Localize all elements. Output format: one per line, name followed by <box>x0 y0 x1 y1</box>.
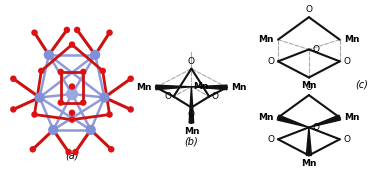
Circle shape <box>69 41 75 48</box>
Text: Mn: Mn <box>345 113 360 122</box>
Circle shape <box>64 27 70 33</box>
Text: O: O <box>344 135 351 144</box>
Circle shape <box>44 50 54 60</box>
Circle shape <box>86 125 96 135</box>
Text: O: O <box>188 110 195 119</box>
Circle shape <box>30 146 36 153</box>
Circle shape <box>80 69 86 75</box>
Circle shape <box>10 75 17 82</box>
Text: Mn: Mn <box>232 83 247 92</box>
Circle shape <box>69 83 75 90</box>
Text: Mn: Mn <box>193 82 209 91</box>
Text: O: O <box>305 83 312 92</box>
Text: (b): (b) <box>185 136 198 146</box>
Polygon shape <box>189 87 194 123</box>
Circle shape <box>69 110 75 116</box>
Circle shape <box>106 111 113 118</box>
Text: (c): (c) <box>355 79 368 89</box>
Text: (a): (a) <box>65 151 79 161</box>
Circle shape <box>65 149 72 155</box>
Circle shape <box>58 69 64 75</box>
Circle shape <box>66 88 78 100</box>
Circle shape <box>106 29 113 36</box>
Text: O: O <box>344 57 351 66</box>
Text: O: O <box>312 123 319 132</box>
Circle shape <box>90 50 100 60</box>
Polygon shape <box>277 115 309 127</box>
Text: O: O <box>267 135 274 144</box>
Circle shape <box>69 116 75 123</box>
Polygon shape <box>156 85 191 90</box>
Text: Mn: Mn <box>136 83 151 92</box>
Circle shape <box>48 125 58 135</box>
Text: Mn: Mn <box>345 35 360 44</box>
Circle shape <box>127 75 134 82</box>
Circle shape <box>127 106 134 113</box>
Polygon shape <box>191 85 227 90</box>
Text: Mn: Mn <box>184 127 199 136</box>
Polygon shape <box>309 115 340 127</box>
Circle shape <box>38 68 45 74</box>
Text: Mn: Mn <box>301 159 316 168</box>
Text: O: O <box>267 57 274 66</box>
Polygon shape <box>306 127 312 155</box>
Text: O: O <box>305 5 312 14</box>
Circle shape <box>31 111 38 118</box>
Circle shape <box>74 27 80 33</box>
Text: O: O <box>312 45 319 54</box>
Circle shape <box>99 68 106 74</box>
Text: O: O <box>164 92 171 101</box>
Text: Mn: Mn <box>301 81 316 90</box>
Text: O: O <box>212 92 219 101</box>
Text: Mn: Mn <box>258 113 273 122</box>
Circle shape <box>58 99 64 106</box>
Text: O: O <box>188 57 195 66</box>
Circle shape <box>34 92 45 103</box>
Circle shape <box>10 106 17 113</box>
Circle shape <box>72 149 79 155</box>
Text: Mn: Mn <box>258 35 273 44</box>
Circle shape <box>80 99 86 106</box>
Circle shape <box>99 92 110 103</box>
Circle shape <box>108 146 114 153</box>
Circle shape <box>31 29 38 36</box>
